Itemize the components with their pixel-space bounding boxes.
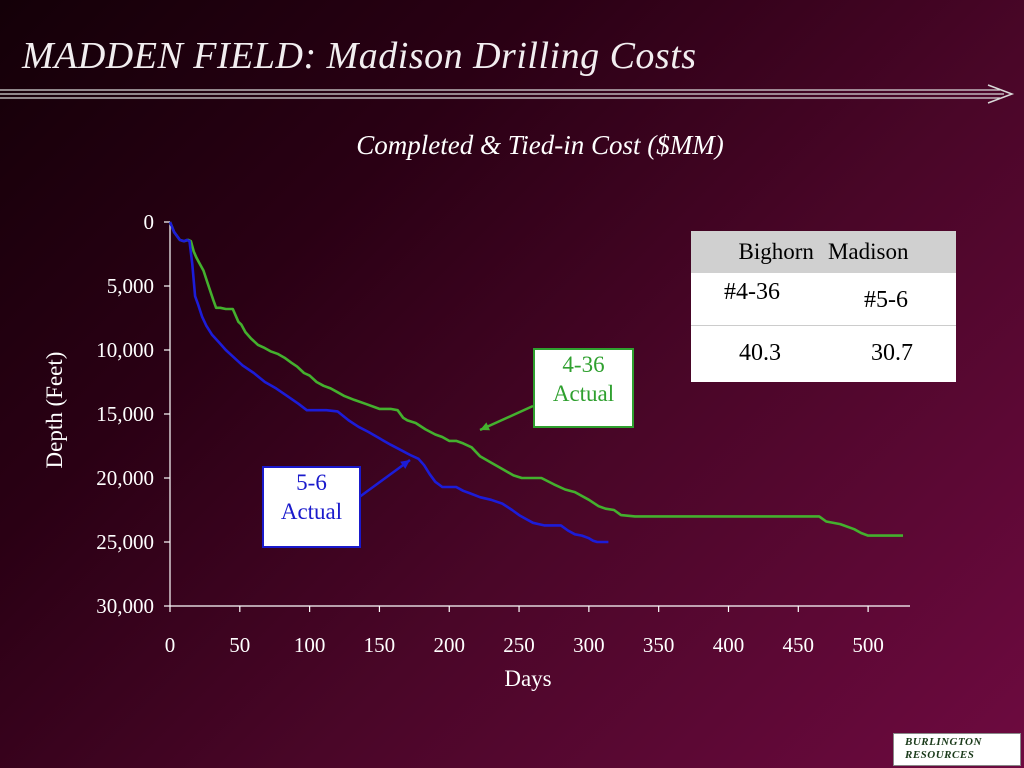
y-tick-label: 0 <box>144 210 155 234</box>
x-tick-label: 200 <box>433 633 465 657</box>
chart-series <box>168 221 903 544</box>
callout-5-6-line2: Actual <box>280 499 343 524</box>
slide-title: MADDEN FIELD: Madison Drilling Costs <box>22 35 697 77</box>
y-tick-label: 20,000 <box>96 466 154 490</box>
callout-pointers <box>357 404 534 500</box>
callout-5-6-line1: 5-6 <box>296 470 327 495</box>
x-axis-title: Days <box>504 666 551 691</box>
logo-line1: BURLINGTON <box>905 736 982 748</box>
pointer-4-36-head <box>480 422 490 431</box>
x-tick-label: 500 <box>852 633 884 657</box>
x-tick-label: 50 <box>229 633 250 657</box>
header-bighorn: Bighorn <box>738 239 814 264</box>
chart-axes <box>164 221 910 612</box>
burlington-resources-logo: BURLINGTON RESOURCES <box>893 733 1021 766</box>
callout-5-6-actual: 5-6 Actual <box>262 466 361 548</box>
cost-5-6-value: 30.7 <box>871 340 913 366</box>
cost-table-well-row: #4-36 #5-6 <box>691 273 956 326</box>
pointer-5-6-head <box>400 460 410 469</box>
callout-4-36-line2: Actual <box>552 381 615 406</box>
cost-table-header: Bighorn Madison <box>691 231 956 273</box>
x-tick-label: 400 <box>713 633 745 657</box>
header-madison: Madison <box>827 239 909 264</box>
callout-4-36-actual: 4-36 Actual <box>533 348 634 428</box>
well-4-36-label: #4-36 <box>724 279 780 305</box>
cost-table-cost-row: 40.3 30.7 <box>691 326 956 382</box>
series-4-36-actual-line <box>168 221 903 537</box>
cost-table-caption: Completed & Tied-in Cost ($MM) <box>356 130 724 160</box>
logo-line2: RESOURCES <box>905 749 975 761</box>
x-tick-label: 0 <box>165 633 176 657</box>
pointer-5-6 <box>357 458 411 500</box>
x-tick-label: 450 <box>783 633 815 657</box>
y-tick-label: 15,000 <box>96 402 154 426</box>
x-tick-label: 300 <box>573 633 605 657</box>
title-arrow-rule <box>0 84 1015 104</box>
x-tick-label: 250 <box>503 633 535 657</box>
series-5-6-actual-line <box>168 221 609 544</box>
x-tick-label: 150 <box>364 633 396 657</box>
chart-labels: 0 5,000 10,000 15,000 20,000 25,000 30,000 0 50 1… <box>42 210 884 691</box>
y-tick-label: 5,000 <box>107 274 154 298</box>
pointer-5-6-shaft <box>357 458 411 500</box>
x-tick-label: 350 <box>643 633 675 657</box>
callout-4-36-line1: 4-36 <box>562 352 605 377</box>
x-tick-label: 100 <box>294 633 326 657</box>
y-tick-label: 25,000 <box>96 530 154 554</box>
cost-table: Bighorn Madison #4-36 #5-6 40.3 30.7 <box>691 231 956 382</box>
pointer-4-36 <box>479 404 534 432</box>
well-5-6-label: #5-6 <box>864 287 908 313</box>
y-tick-label: 10,000 <box>96 338 154 362</box>
y-tick-label: 30,000 <box>96 594 154 618</box>
y-axis-title: Depth (Feet) <box>42 352 67 469</box>
pointer-4-36-shaft <box>479 404 534 432</box>
cost-4-36-value: 40.3 <box>739 340 781 366</box>
